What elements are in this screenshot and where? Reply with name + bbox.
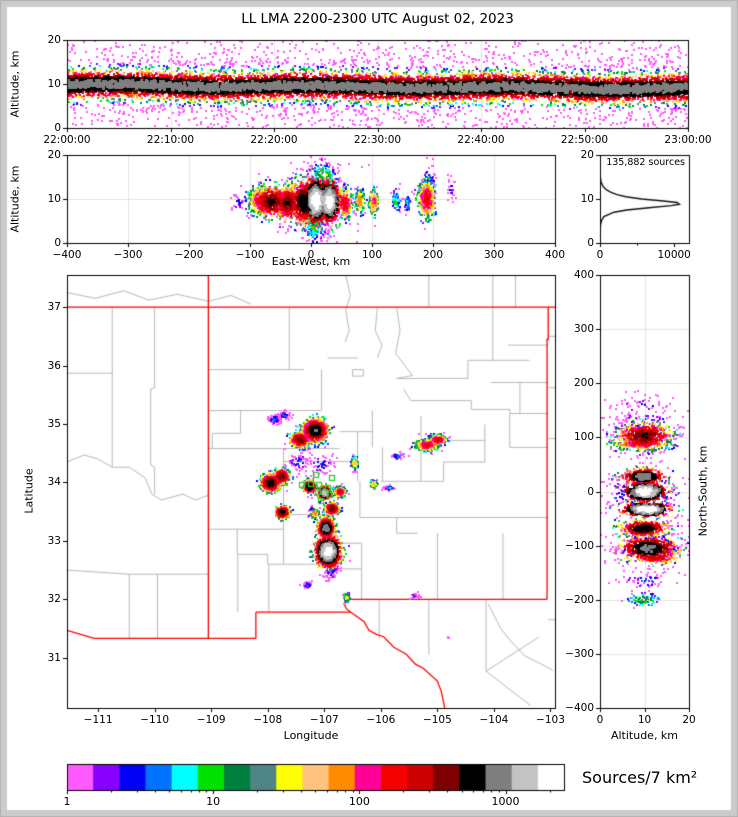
plot-canvas (0, 0, 738, 817)
lma-figure: LL LMA 2200-2300 UTC August 02, 2023 Alt… (0, 0, 738, 817)
